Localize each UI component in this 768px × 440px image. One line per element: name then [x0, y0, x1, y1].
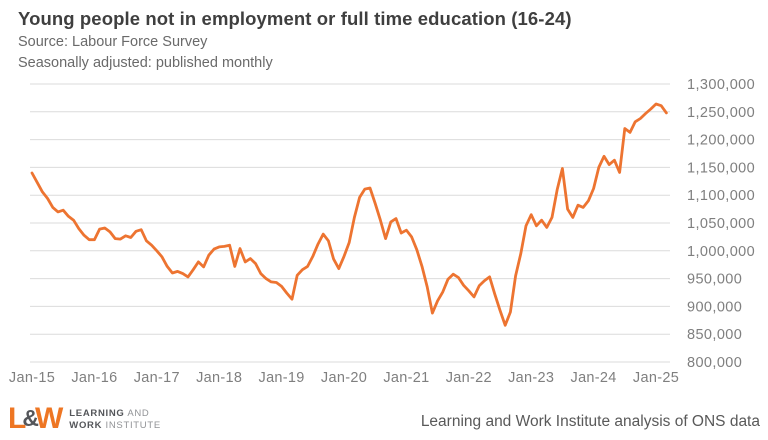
- chart-note-line: Seasonally adjusted: published monthly: [18, 54, 273, 71]
- y-axis-label: 1,100,000: [687, 188, 755, 204]
- y-axis-label: 1,000,000: [687, 244, 755, 260]
- x-axis-label: Jan-22: [446, 370, 492, 386]
- logo-text-line1: LEARNING AND: [69, 408, 150, 419]
- y-axis-label: 1,250,000: [687, 105, 755, 121]
- lw-logo: L&W LEARNING AND WORK INSTITUTE: [8, 402, 161, 437]
- logo-letter-l: L: [8, 402, 26, 435]
- y-axis-label: 1,200,000: [687, 133, 755, 149]
- x-axis-label: Jan-17: [134, 370, 180, 386]
- y-axis-label: 950,000: [687, 272, 742, 288]
- data-line-series: [30, 102, 668, 327]
- chart-header: Young people not in employment or full t…: [18, 6, 572, 73]
- x-axis-label: Jan-23: [508, 370, 554, 386]
- x-axis-label: Jan-21: [383, 370, 429, 386]
- y-axis-label: 1,150,000: [687, 160, 755, 176]
- chart-title: Young people not in employment or full t…: [18, 8, 572, 29]
- x-axis-label: Jan-20: [321, 370, 367, 386]
- lw-logo-mark: L&W: [8, 402, 63, 437]
- logo-ampersand: &: [22, 405, 39, 431]
- y-axis-label: 1,050,000: [687, 216, 755, 232]
- x-axis-label: Jan-15: [9, 370, 55, 386]
- attribution-text: Learning and Work Institute analysis of …: [420, 413, 760, 430]
- x-axis-label: Jan-18: [196, 370, 242, 386]
- logo-text-line2: WORK INSTITUTE: [69, 419, 161, 431]
- x-axis-label: Jan-16: [71, 370, 117, 386]
- y-axis-label: 1,300,000: [687, 77, 755, 93]
- lw-logo-text: LEARNING AND WORK INSTITUTE: [69, 408, 161, 431]
- chart-source-line: Source: Labour Force Survey: [18, 34, 208, 50]
- y-axis-label: 850,000: [687, 327, 742, 343]
- y-axis-label: 900,000: [687, 299, 742, 315]
- logo-letter-w: W: [34, 402, 63, 435]
- x-axis-label: Jan-19: [259, 370, 305, 386]
- x-axis-label: Jan-24: [571, 370, 617, 386]
- x-axis-label: Jan-25: [633, 370, 679, 386]
- y-axis-label: 800,000: [687, 355, 742, 371]
